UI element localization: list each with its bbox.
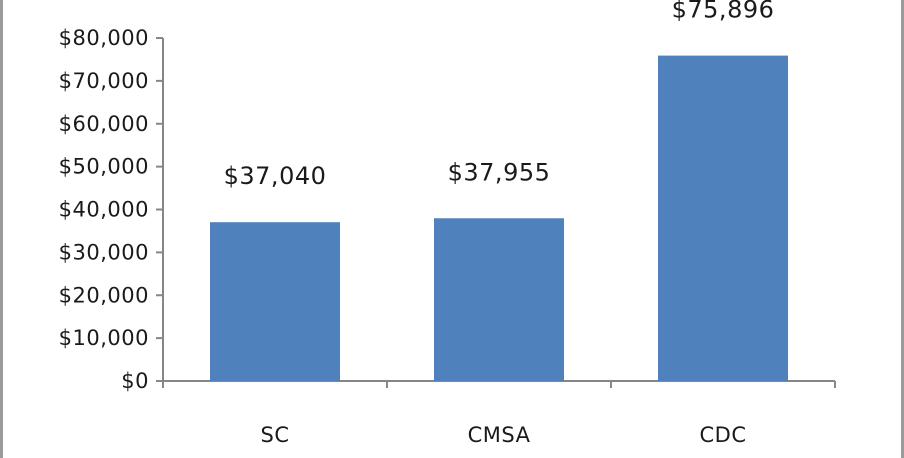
bar-cdc <box>658 55 788 382</box>
data-label-sc: $37,040 <box>224 162 327 190</box>
labels: $0 $10,000 $20,000 $30,000 $40,000 $50,000 $60… <box>59 0 775 447</box>
y-tick-label: $70,000 <box>59 69 149 93</box>
y-tick-label: $10,000 <box>59 326 149 350</box>
category-label-cmsa: CMSA <box>468 423 531 447</box>
y-tick-label: $20,000 <box>59 283 149 307</box>
bar-cmsa <box>434 218 564 381</box>
bars <box>210 55 788 382</box>
y-tick-label: $60,000 <box>59 112 149 136</box>
data-label-cmsa: $37,955 <box>448 158 551 186</box>
bar-sc <box>210 222 340 381</box>
data-label-cdc: $75,896 <box>672 0 775 24</box>
y-tick-label: $50,000 <box>59 155 149 179</box>
y-tick-label: $30,000 <box>59 240 149 264</box>
y-tick-label: $0 <box>121 369 149 393</box>
y-tick-label: $40,000 <box>59 198 149 222</box>
y-tick-label: $80,000 <box>59 26 149 50</box>
bar-chart: $0 $10,000 $20,000 $30,000 $40,000 $50,000 $60… <box>59 0 836 447</box>
category-label-sc: SC <box>261 423 290 447</box>
category-label-cdc: CDC <box>700 423 747 447</box>
